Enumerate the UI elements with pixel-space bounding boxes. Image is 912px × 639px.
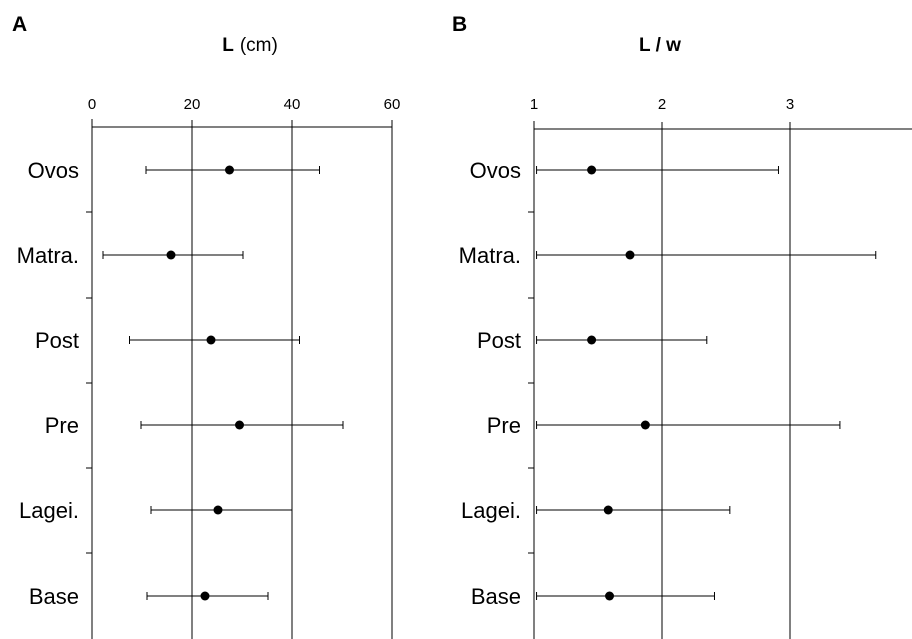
mean-point (166, 250, 176, 260)
category-label: Ovos (28, 158, 79, 183)
axis-title: L / w (639, 35, 681, 56)
axis-title-main: L / w (639, 35, 681, 56)
category-label: Pre (487, 413, 521, 438)
panel-letter: A (12, 13, 27, 36)
panel-letter: B (452, 13, 467, 36)
x-tick-label: 40 (284, 96, 301, 113)
category-label: Matra. (17, 243, 79, 268)
category-label: Matra. (459, 243, 521, 268)
mean-point (225, 165, 234, 175)
category-label: Post (35, 328, 79, 353)
category-label: Ovos (470, 158, 521, 183)
mean-point (206, 335, 216, 345)
mean-point (587, 335, 597, 345)
axis-title-main: L (222, 35, 234, 56)
mean-point (625, 250, 635, 260)
axis-title-unit: (cm) (240, 35, 278, 56)
axis-title: L (cm) (222, 35, 278, 56)
x-tick-label: 1 (530, 96, 538, 113)
x-tick-label: 2 (658, 96, 666, 113)
mean-point (605, 591, 615, 601)
mean-point (235, 420, 244, 430)
mean-point (213, 505, 223, 515)
category-label: Lagei. (19, 498, 79, 523)
x-tick-label: 60 (384, 96, 401, 113)
x-tick-label: 3 (786, 96, 794, 113)
x-tick-label: 0 (88, 96, 96, 113)
category-label: Post (477, 328, 521, 353)
mean-point (640, 420, 650, 430)
x-tick-label: 20 (184, 96, 201, 113)
panel-a: A L (cm) 0 20 40 60 Ovos Matra. Post Pre Lagei. Base (12, 13, 400, 639)
category-label: Pre (45, 413, 79, 438)
mean-point (587, 165, 597, 175)
category-label: Lagei. (461, 498, 521, 523)
category-label: Base (29, 584, 79, 609)
category-label: Base (471, 584, 521, 609)
mean-point (603, 505, 613, 515)
mean-point (200, 591, 210, 601)
